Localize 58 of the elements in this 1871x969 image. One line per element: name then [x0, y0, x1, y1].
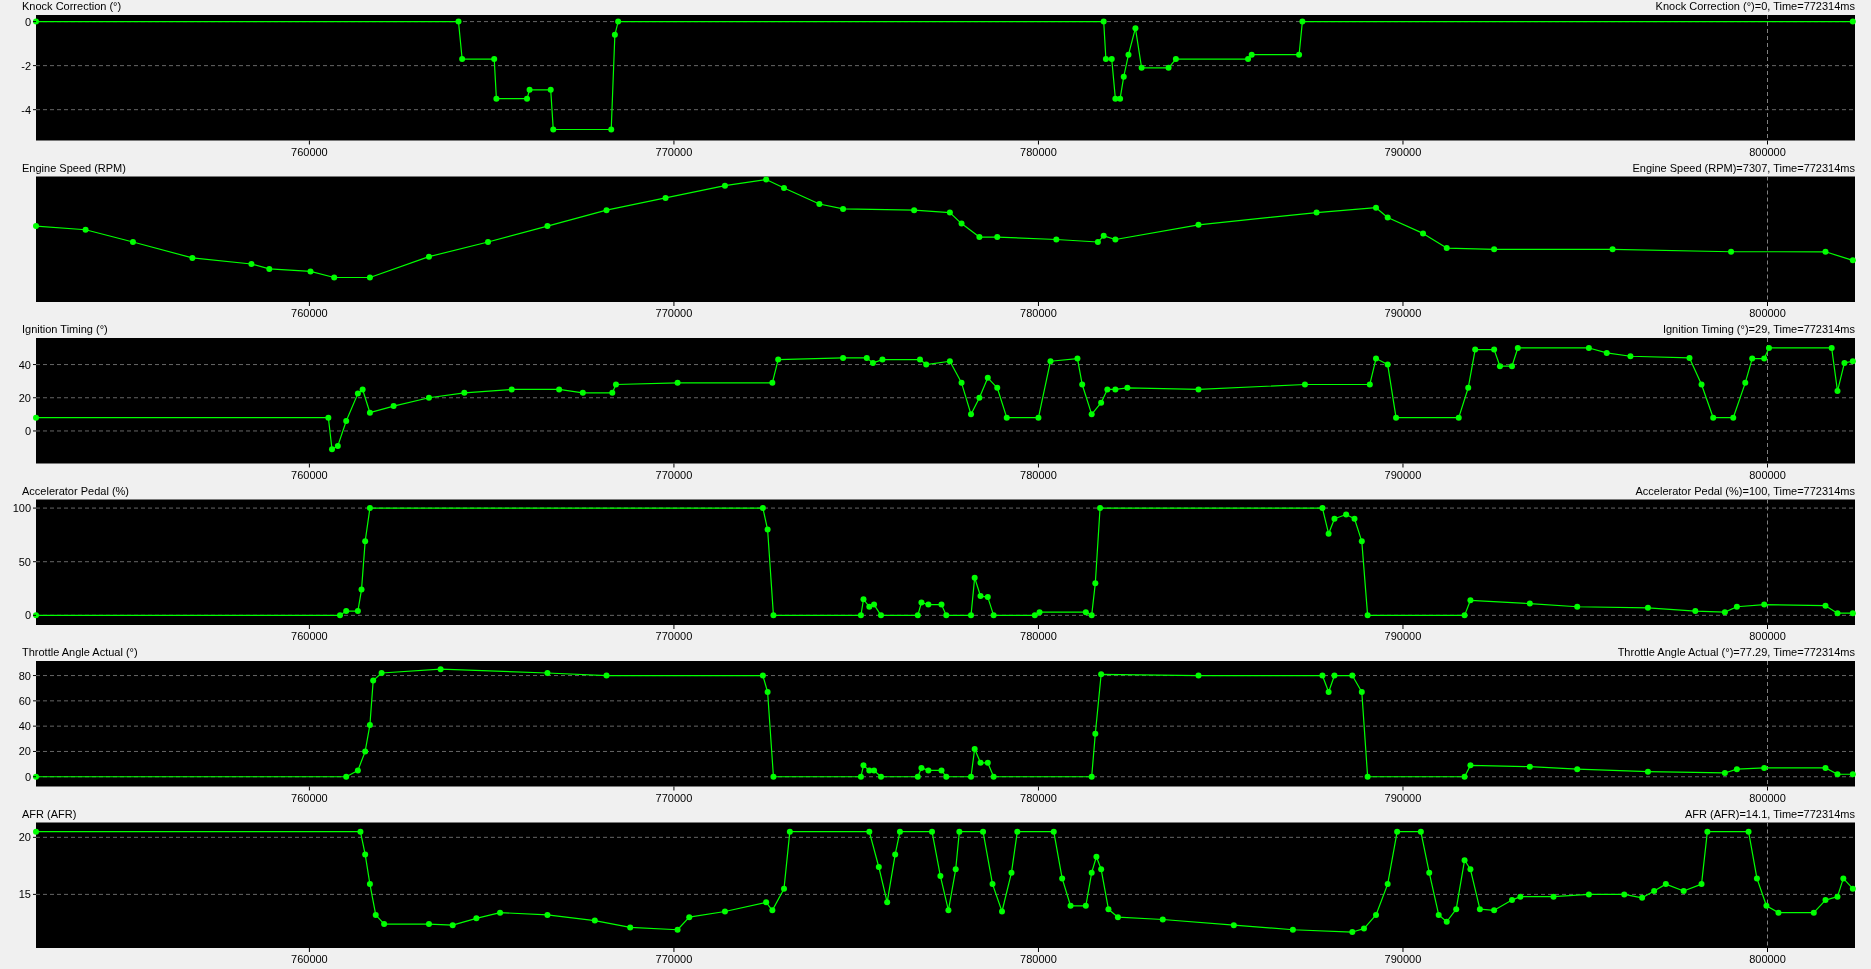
x-tick-label: 780000	[1020, 791, 1057, 804]
y-tick-label: 50	[18, 555, 31, 568]
text: Ignition Timing (°)=29, Time=772314ms	[1662, 323, 1856, 335]
y-tick-label: -4	[21, 103, 31, 116]
x-tick-label: 800000	[1749, 953, 1786, 965]
text: Knock Correction (°)=0, Time=772314ms	[1655, 0, 1856, 12]
x-tick-label: 770000	[655, 307, 693, 319]
y-tick-label: 80	[18, 669, 31, 682]
text: Accelerator Pedal (%)=100, Time=772314ms	[1635, 484, 1856, 497]
x-tick-label: 760000	[291, 307, 328, 319]
text: Engine Speed (RPM)=7307, Time=772314ms	[1632, 161, 1856, 174]
chart-title: Engine Speed (RPM)	[22, 161, 126, 174]
y-tick-label: 0	[24, 609, 31, 622]
y-tick-label: 40	[18, 358, 31, 371]
x-tick-label: 780000	[1020, 953, 1057, 965]
x-tick-label: 760000	[291, 953, 328, 965]
y-tick-label: 20	[18, 391, 31, 404]
x-tick-label: 780000	[1020, 468, 1057, 481]
x-tick-label: 800000	[1749, 307, 1786, 319]
x-tick-label: 790000	[1384, 468, 1422, 481]
y-tick-label: -2	[21, 59, 31, 72]
y-tick-label: 40	[18, 720, 31, 733]
text: Throttle Angle Actual (°)=77.29, Time=772314ms	[1617, 646, 1856, 658]
x-tick-label: 780000	[1020, 307, 1057, 319]
x-tick-label: 790000	[1384, 791, 1422, 804]
x-tick-label: 760000	[291, 468, 328, 481]
x-tick-label: 760000	[291, 791, 328, 804]
x-tick-label: 800000	[1749, 468, 1786, 481]
chart-title: Ignition Timing (°)	[22, 323, 108, 335]
y-tick-label: 20	[18, 745, 31, 758]
x-tick-label: 770000	[655, 791, 693, 804]
y-tick-label: 20	[18, 831, 31, 844]
x-tick-label: 770000	[655, 630, 693, 642]
x-tick-label: 760000	[291, 145, 328, 158]
x-tick-label: 780000	[1020, 630, 1057, 642]
x-tick-label: 790000	[1384, 307, 1422, 319]
x-tick-label: 760000	[291, 630, 328, 642]
y-tick-label: 15	[18, 888, 31, 901]
x-tick-label: 800000	[1749, 630, 1786, 642]
x-tick-label: 790000	[1384, 630, 1422, 642]
x-tick-label: 790000	[1384, 145, 1422, 158]
x-tick-label: 780000	[1020, 145, 1057, 158]
text: AFR (AFR)=14.1, Time=772314ms	[1685, 807, 1856, 820]
x-tick-label: 770000	[655, 145, 693, 158]
chart-title: Knock Correction (°)	[22, 0, 122, 12]
x-tick-label: 790000	[1384, 953, 1422, 965]
y-tick-label: 0	[24, 15, 31, 28]
x-tick-label: 770000	[655, 468, 693, 481]
x-tick-label: 800000	[1749, 791, 1786, 804]
chart-title: AFR (AFR)	[22, 807, 77, 820]
y-tick-label: 60	[18, 694, 31, 707]
y-tick-label: 0	[24, 424, 31, 437]
x-tick-label: 800000	[1749, 145, 1786, 158]
chart-title: Accelerator Pedal (%)	[22, 484, 129, 497]
chart-title: Throttle Angle Actual (°)	[22, 646, 138, 658]
y-tick-label: 100	[12, 502, 31, 515]
y-tick-label: 0	[24, 770, 31, 783]
x-tick-label: 770000	[655, 953, 693, 965]
